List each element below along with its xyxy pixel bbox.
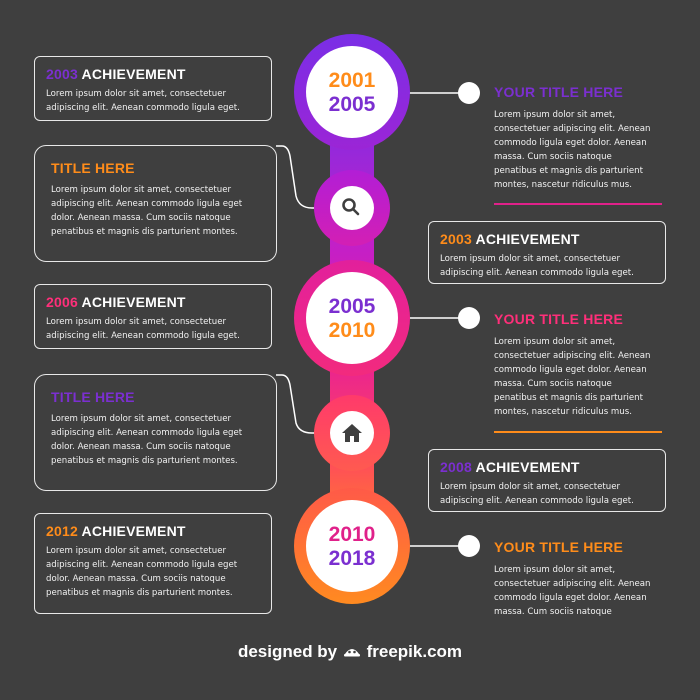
card-text: Lorem ipsum dolor sit amet, consectetuer… (46, 87, 261, 115)
text-line: consectetuer adipiscing elit. Aenean (494, 351, 651, 361)
text-line: Lorem ipsum dolor sit amet, (494, 110, 616, 120)
card-heading-word: ACHIEVEMENT (475, 459, 580, 475)
title-block-right-1: YOUR TITLE HERE Lorem ipsum dolor sit am… (494, 84, 674, 192)
card-year: 2003 (440, 231, 472, 247)
card-year: 2008 (440, 459, 472, 475)
achievement-card-left-1: 2003 ACHIEVEMENT Lorem ipsum dolor sit a… (34, 56, 272, 121)
text-line: adipiscing elit. Aenean commodo ligula e… (51, 428, 243, 438)
card-heading-word: ACHIEVEMENT (81, 294, 186, 310)
card-text: Lorem ipsum dolor sit amet, consectetuer… (440, 252, 655, 280)
text-line: consectetuer adipiscing elit. Aenean (494, 579, 651, 589)
text-line: penatibus et magnis dis parturient (494, 393, 643, 403)
text-line: Lorem ipsum dolor sit amet, (494, 565, 616, 575)
achievement-card-left-2: 2006 ACHIEVEMENT Lorem ipsum dolor sit a… (34, 284, 272, 349)
block-text: Lorem ipsum dolor sit amet, consectetuer… (494, 563, 674, 619)
text-line: dolor. Aenean massa. Cum sociis natoque (51, 213, 231, 223)
text-line: Lorem ipsum dolor sit amet, (494, 337, 616, 347)
card-text: Lorem ipsum dolor sit amet, consectetuer… (46, 544, 261, 600)
connector-line-5 (276, 374, 330, 434)
achievement-card-left-3: 2012 ACHIEVEMENT Lorem ipsum dolor sit a… (34, 513, 272, 614)
text-line: Lorem ipsum dolor sit amet, consectetuer (51, 414, 232, 424)
achievement-card-right-2: 2008 ACHIEVEMENT Lorem ipsum dolor sit a… (428, 449, 666, 512)
card-text: Lorem ipsum dolor sit amet, consectetuer… (440, 480, 655, 508)
card-title: TITLE HERE (51, 389, 135, 405)
card-year: 2003 (46, 66, 78, 82)
year-2-end: 2010 (329, 319, 376, 342)
year-circle-3 (306, 500, 398, 592)
card-title: TITLE HERE (51, 160, 135, 176)
text-line: adipiscing elit. Aenean commodo ligula e… (440, 496, 634, 506)
card-heading-word: ACHIEVEMENT (475, 231, 580, 247)
text-line: penatibus et magnis dis parturient monte… (51, 456, 238, 466)
freepik-brand-text: freepik.com (366, 642, 463, 661)
search-icon (342, 198, 360, 216)
year-3-start: 2010 (329, 523, 376, 546)
block-title: YOUR TITLE HERE (494, 311, 624, 327)
year-2-start: 2005 (329, 295, 376, 318)
text-line: massa. Cum sociis natoque (494, 379, 612, 389)
title-card-left-2: TITLE HERE Lorem ipsum dolor sit amet, c… (34, 374, 277, 491)
freepik-logo-icon (343, 649, 360, 657)
text-line: commodo ligula eget dolor. Aenean (494, 365, 647, 375)
text-line: adipiscing elit. Aenean commodo ligula e… (46, 560, 238, 570)
attribution-footer: designed by freepik.com (0, 642, 700, 662)
text-line: Lorem ipsum dolor sit amet, consectetuer (440, 254, 621, 264)
text-line: dolor. Aenean massa. Cum sociis natoque (51, 442, 231, 452)
block-text: Lorem ipsum dolor sit amet, consectetuer… (494, 335, 674, 419)
connector-line-4 (276, 145, 330, 209)
text-line: Lorem ipsum dolor sit amet, consectetuer (46, 546, 227, 556)
text-line: Lorem ipsum dolor sit amet, consectetuer (440, 482, 621, 492)
card-year: 2006 (46, 294, 78, 310)
home-icon (342, 424, 362, 442)
text-line: penatibus et magnis dis parturient (494, 166, 643, 176)
text-line: penatibus et magnis dis parturient monte… (51, 227, 238, 237)
text-line: adipiscing elit. Aenean commodo ligula e… (440, 268, 634, 278)
card-title: 2003 ACHIEVEMENT (440, 231, 655, 247)
title-underline-1 (494, 203, 662, 205)
text-line: montes, nascetur ridiculus mus. (494, 180, 632, 190)
year-circle-1 (306, 46, 398, 138)
text-line: adipiscing elit. Aenean commodo ligula e… (46, 103, 240, 113)
block-text: Lorem ipsum dolor sit amet, consectetuer… (494, 108, 674, 192)
connector-dot-1 (458, 82, 480, 104)
block-title: YOUR TITLE HERE (494, 84, 624, 100)
text-line: Lorem ipsum dolor sit amet, consectetuer (46, 89, 227, 99)
title-block-right-2: YOUR TITLE HERE Lorem ipsum dolor sit am… (494, 311, 674, 419)
text-line: consectetuer adipiscing elit. Aenean (494, 124, 651, 134)
designed-by-text: designed by (237, 642, 338, 661)
text-line: montes, nascetur ridiculus mus. (494, 407, 632, 417)
connector-dot-2 (458, 307, 480, 329)
year-1-end: 2005 (329, 93, 376, 116)
card-heading-word: ACHIEVEMENT (81, 66, 186, 82)
year-circle-2 (306, 272, 398, 364)
connector-dot-3 (458, 535, 480, 557)
card-text: Lorem ipsum dolor sit amet, consectetuer… (51, 183, 266, 239)
text-line: Lorem ipsum dolor sit amet, consectetuer (51, 185, 232, 195)
text-line: commodo ligula eget dolor. Aenean (494, 593, 647, 603)
achievement-card-right-1: 2003 ACHIEVEMENT Lorem ipsum dolor sit a… (428, 221, 666, 284)
text-line: commodo ligula eget dolor. Aenean (494, 138, 647, 148)
title-block-right-3: YOUR TITLE HERE Lorem ipsum dolor sit am… (494, 539, 674, 619)
text-line: massa. Cum sociis natoque (494, 607, 612, 617)
text-line: Lorem ipsum dolor sit amet, consectetuer (46, 317, 227, 327)
card-title: 2008 ACHIEVEMENT (440, 459, 655, 475)
year-3-end: 2018 (329, 547, 376, 570)
card-text: Lorem ipsum dolor sit amet, consectetuer… (51, 412, 266, 468)
text-line: massa. Cum sociis natoque (494, 152, 612, 162)
card-title: 2006 ACHIEVEMENT (46, 294, 261, 310)
text-line: dolor. Aenean massa. Cum sociis natoque (46, 574, 226, 584)
text-line: penatibus et magnis dis parturient monte… (46, 588, 233, 598)
text-line: adipiscing elit. Aenean commodo ligula e… (51, 199, 243, 209)
title-underline-2 (494, 431, 662, 433)
block-title: YOUR TITLE HERE (494, 539, 624, 555)
card-title: 2012 ACHIEVEMENT (46, 523, 261, 539)
text-line: adipiscing elit. Aenean commodo ligula e… (46, 331, 240, 341)
card-title: 2003 ACHIEVEMENT (46, 66, 261, 82)
title-card-left-1: TITLE HERE Lorem ipsum dolor sit amet, c… (34, 145, 277, 262)
year-1-start: 2001 (329, 69, 376, 92)
card-heading-word: ACHIEVEMENT (81, 523, 186, 539)
card-year: 2012 (46, 523, 78, 539)
card-text: Lorem ipsum dolor sit amet, consectetuer… (46, 315, 261, 343)
